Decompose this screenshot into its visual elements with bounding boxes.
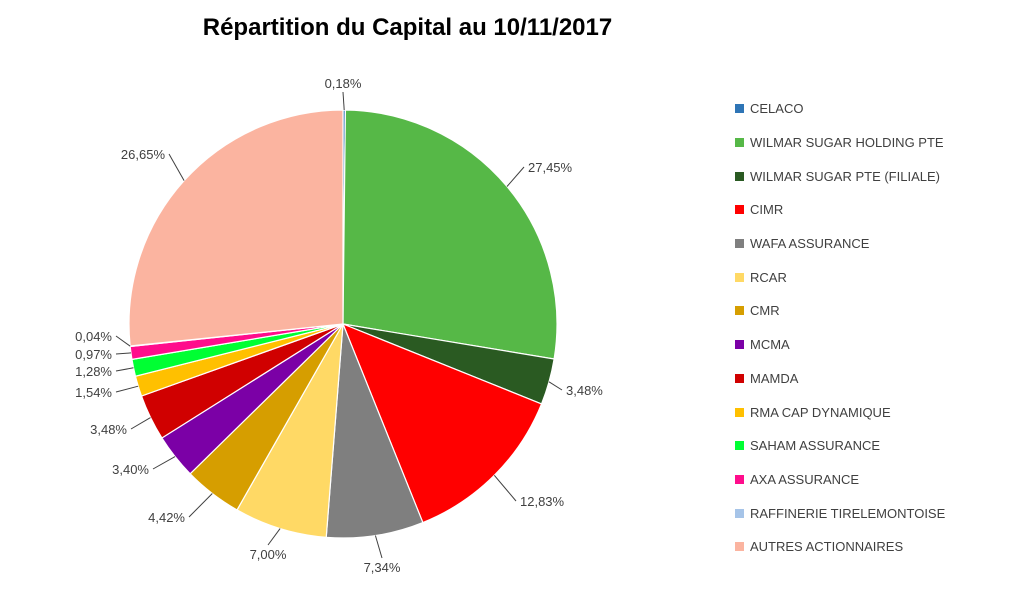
leader-line-3	[493, 474, 517, 502]
legend-swatch-6	[735, 306, 744, 316]
data-label-13: 26,65%	[121, 147, 166, 162]
legend-label-2: WILMAR SUGAR PTE (FILIALE)	[750, 168, 940, 184]
data-label-7: 3,40%	[112, 462, 149, 477]
pie-slice-13	[128, 109, 344, 347]
leader-line-0	[342, 91, 345, 111]
data-label-0: 0,18%	[325, 76, 362, 91]
legend-label-7: MCMA	[750, 337, 790, 353]
data-label-3: 12,83%	[520, 494, 565, 509]
data-label-8: 3,48%	[90, 422, 127, 437]
data-label-2: 3,48%	[566, 383, 603, 398]
legend-item-9: RMA CAP DYNAMIQUE	[735, 395, 945, 429]
legend-item-5: RCAR	[735, 260, 945, 294]
leader-line-6	[188, 493, 213, 518]
legend-label-8: MAMDA	[750, 370, 799, 386]
data-label-11: 0,97%	[75, 347, 112, 362]
legend-item-11: AXA ASSURANCE	[735, 463, 945, 497]
chart-legend: CELACO WILMAR SUGAR HOLDING PTE WILMAR SUG…	[735, 92, 945, 564]
leader-line-8	[130, 417, 151, 430]
data-label-9: 1,54%	[75, 385, 112, 400]
leader-line-2	[548, 381, 563, 391]
legend-swatch-2	[735, 171, 744, 181]
data-label-4: 7,34%	[364, 560, 401, 575]
legend-label-0: CELACO	[750, 101, 804, 117]
legend-swatch-7	[735, 340, 744, 350]
legend-item-8: MAMDA	[735, 362, 945, 396]
legend-swatch-1	[735, 138, 744, 148]
legend-item-4: WAFA ASSURANCE	[735, 227, 945, 261]
legend-item-10: SAHAM ASSURANCE	[735, 429, 945, 463]
leader-line-1	[506, 166, 525, 187]
pie-slice-3	[341, 322, 543, 524]
data-label-1: 27,45%	[528, 160, 573, 175]
pie-slice-4	[325, 323, 424, 539]
legend-swatch-13	[735, 542, 744, 552]
legend-swatch-9	[735, 407, 744, 417]
legend-swatch-4	[735, 239, 744, 249]
leader-line-10	[115, 367, 134, 372]
legend-swatch-10	[735, 441, 744, 451]
legend-item-0: CELACO	[735, 92, 945, 126]
legend-label-5: RCAR	[750, 269, 787, 285]
legend-item-6: CMR	[735, 294, 945, 328]
legend-item-13: AUTRES ACTIONNAIRES	[735, 530, 945, 564]
pie-data-labels: 0,18% 27,45% 3,48% 12,83% 7,34% 7,00% 4,42% 3,4…	[75, 76, 603, 575]
pie-leader-lines	[115, 91, 563, 559]
legend-label-4: WAFA ASSURANCE	[750, 236, 870, 252]
pie-slice-1	[342, 109, 558, 360]
leader-line-13	[168, 153, 185, 181]
legend-label-1: WILMAR SUGAR HOLDING PTE	[750, 135, 944, 151]
legend-label-11: AXA ASSURANCE	[750, 471, 860, 487]
data-label-12: 0,04%	[75, 329, 112, 344]
legend-item-1: WILMAR SUGAR HOLDING PTE	[735, 126, 945, 160]
legend-item-12: RAFFINERIE TIRELEMONTOISE	[735, 496, 945, 530]
leader-line-11	[115, 352, 132, 355]
legend-label-3: CIMR	[750, 202, 784, 218]
data-label-6: 4,42%	[148, 510, 185, 525]
legend-item-7: MCMA	[735, 328, 945, 362]
leader-line-9	[115, 385, 139, 393]
legend-swatch-8	[735, 373, 744, 383]
leader-line-12	[115, 335, 131, 347]
leader-line-5	[267, 528, 281, 546]
data-label-10: 1,28%	[75, 364, 112, 379]
leader-line-7	[152, 456, 176, 470]
legend-label-13: AUTRES ACTIONNAIRES	[750, 539, 904, 555]
legend-swatch-3	[735, 205, 744, 215]
legend-label-9: RMA CAP DYNAMIQUE	[750, 404, 891, 420]
legend-label-6: CMR	[750, 303, 780, 319]
legend-item-2: WILMAR SUGAR PTE (FILIALE)	[735, 159, 945, 193]
chart-title: Répartition du Capital au 10/11/2017	[202, 14, 613, 41]
legend-label-12: RAFFINERIE TIRELEMONTOISE	[750, 505, 946, 521]
data-label-5: 7,00%	[250, 547, 287, 562]
legend-swatch-11	[735, 474, 744, 484]
pie-slices	[128, 109, 558, 539]
legend-label-10: SAHAM ASSURANCE	[750, 438, 881, 454]
legend-swatch-5	[735, 272, 744, 282]
legend-item-3: CIMR	[735, 193, 945, 227]
legend-swatch-0	[735, 104, 744, 114]
leader-line-4	[374, 535, 383, 559]
legend-swatch-12	[735, 508, 744, 518]
